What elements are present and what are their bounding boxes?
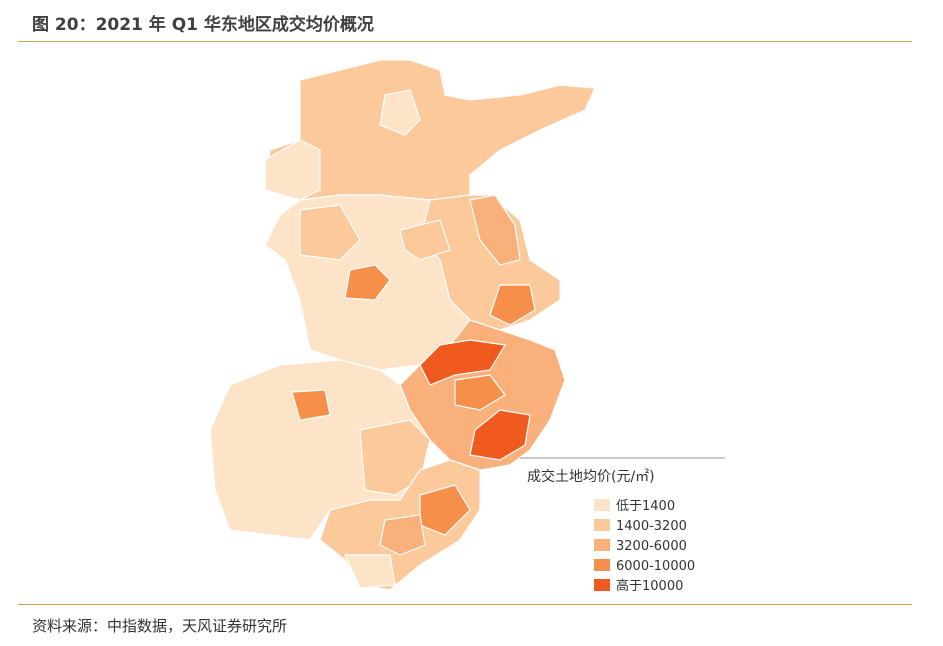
region [379,514,426,556]
legend: 低于1400 1400-3200 3200-6000 6000-10000 高于1000… [594,499,695,594]
legend-label: 3200-6000 [616,539,687,554]
legend-label: 高于10000 [616,578,683,594]
source-note: 资料来源：中指数据，天风证券研究所 [32,617,288,635]
legend-swatch [594,519,610,531]
legend-swatch [594,559,610,571]
legend-title: 成交土地均价(元/㎡) [527,468,655,485]
region [489,284,536,326]
regions [209,59,596,591]
legend-label: 6000-10000 [616,559,695,574]
region [344,554,396,589]
region [344,264,391,301]
legend-label: 低于1400 [616,499,675,514]
region [469,194,521,266]
legend-swatch [594,539,610,551]
legend-swatch [594,499,610,511]
top-rule [18,41,912,42]
region [399,219,451,261]
figure-title: 图 20：2021 年 Q1 华东地区成交均价概况 [32,15,374,35]
region [454,374,506,411]
region [291,389,331,421]
region [299,204,361,261]
bottom-rule [18,604,912,605]
region [419,339,506,386]
region [264,139,321,201]
region [379,89,421,136]
region [469,409,531,461]
legend-swatch [594,579,610,591]
legend-label: 1400-3200 [616,519,687,534]
